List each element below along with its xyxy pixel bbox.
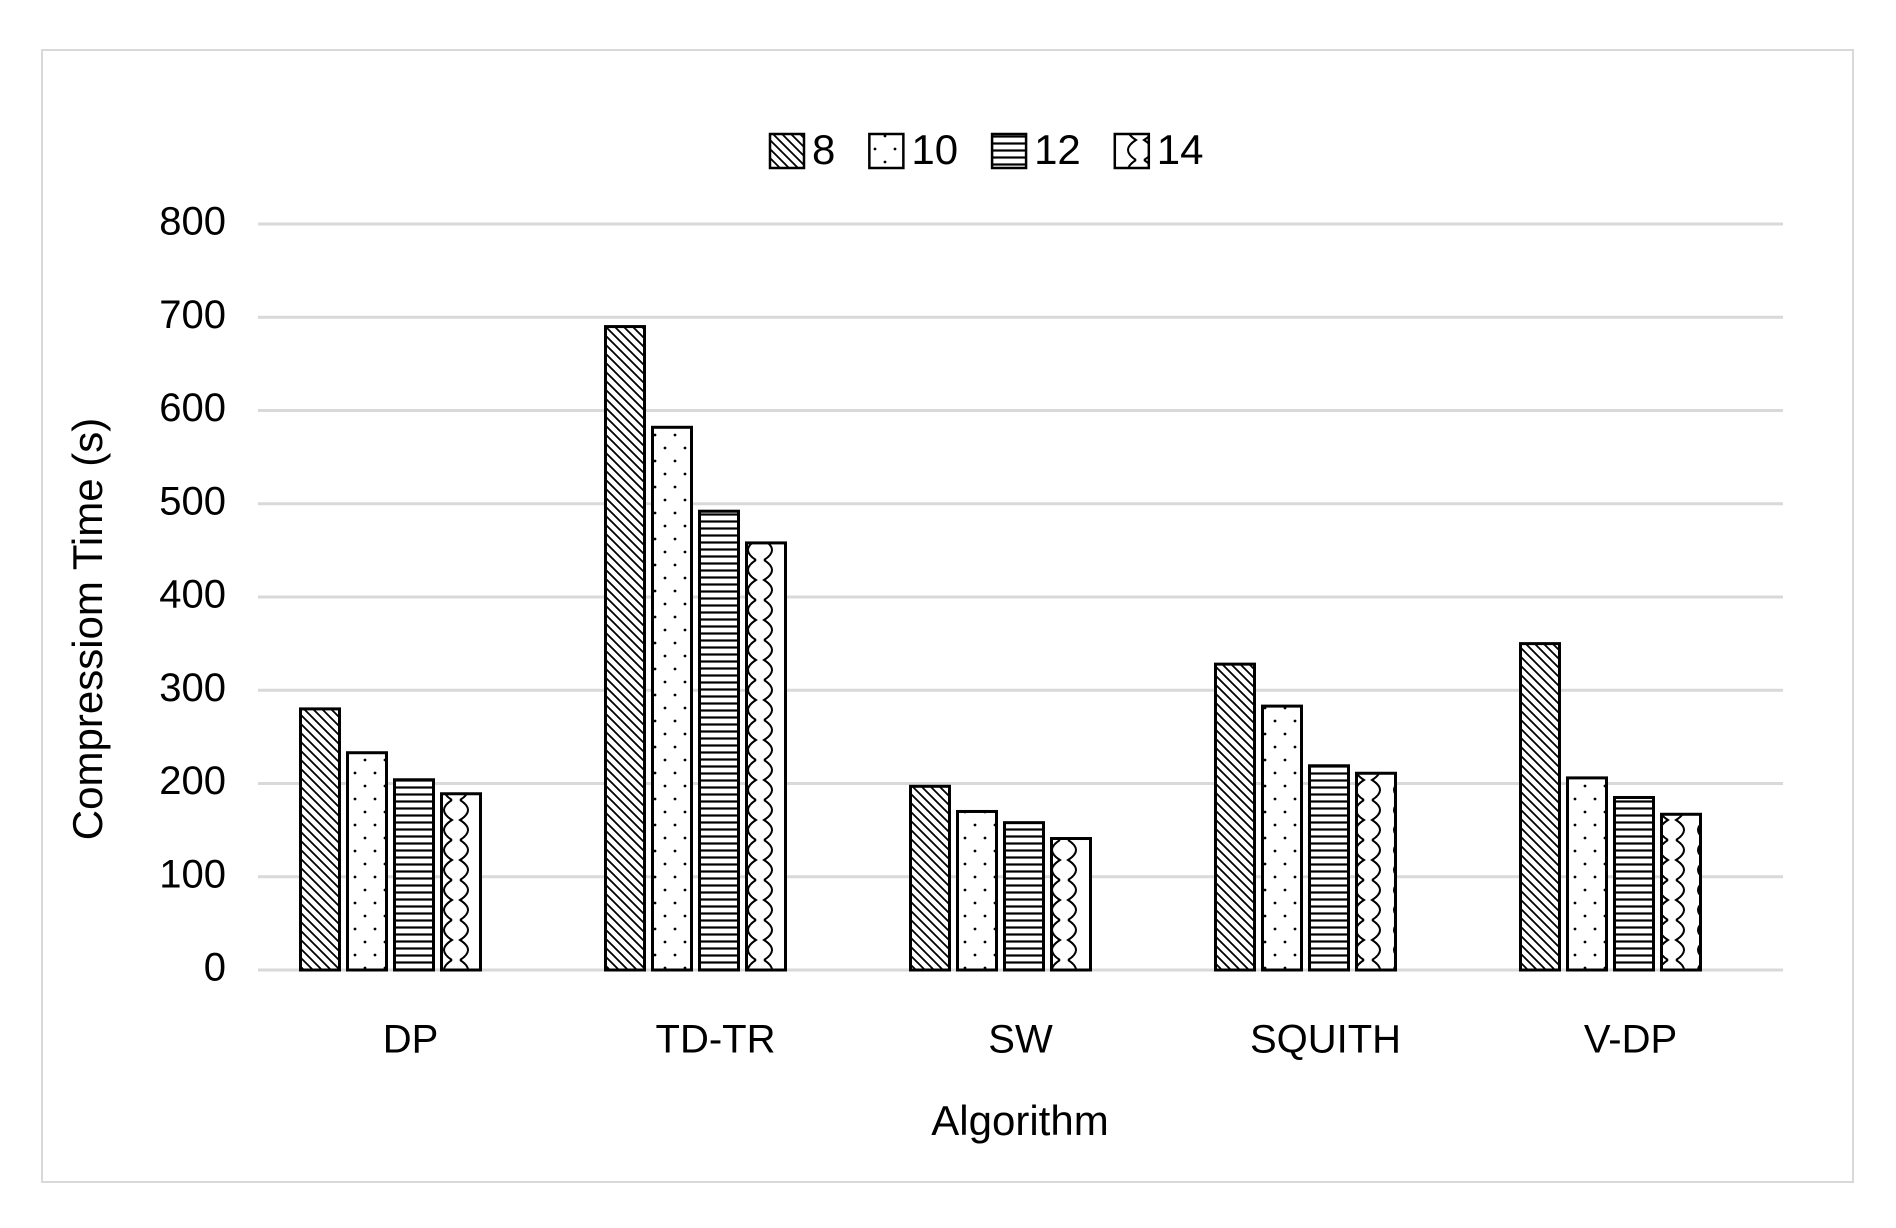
bar <box>346 751 388 972</box>
bar <box>651 425 693 972</box>
bar <box>909 784 951 972</box>
y-tick-label: 0 <box>204 946 226 990</box>
bar <box>1050 837 1092 972</box>
bar <box>1214 662 1256 972</box>
legend-swatch <box>768 132 806 170</box>
x-tick-label: SQUITH <box>1250 1018 1401 1062</box>
y-tick-label: 100 <box>159 852 226 896</box>
y-tick-label: 200 <box>159 759 226 803</box>
bar <box>1003 821 1045 972</box>
bar <box>745 541 787 972</box>
bar <box>299 707 341 972</box>
y-tick-label: 800 <box>159 200 226 244</box>
bar <box>604 325 646 972</box>
x-tick-label: DP <box>383 1018 439 1062</box>
legend-label: 8 <box>812 126 835 173</box>
bar <box>393 778 435 972</box>
x-tick-label: V-DP <box>1584 1018 1677 1062</box>
x-tick-label: SW <box>988 1018 1053 1062</box>
x-tick-label: TD-TR <box>656 1018 776 1062</box>
y-tick-label: 400 <box>159 573 226 617</box>
bar <box>1308 764 1350 972</box>
x-axis-title: Algorithm <box>931 1097 1108 1144</box>
y-tick-label: 300 <box>159 666 226 710</box>
bar <box>956 809 998 972</box>
legend-label: 14 <box>1157 126 1204 173</box>
bar <box>1261 704 1303 972</box>
bar <box>1355 771 1397 972</box>
legend-swatch <box>990 132 1028 170</box>
legend-swatch <box>1113 132 1151 170</box>
legend-label: 10 <box>911 126 958 173</box>
y-tick-label: 600 <box>159 386 226 430</box>
y-axis-title: Compressiom Time (s) <box>64 418 111 840</box>
bar <box>1660 812 1702 972</box>
bar <box>1613 795 1655 972</box>
legend-label: 12 <box>1034 126 1081 173</box>
bar <box>1566 776 1608 972</box>
bar <box>1519 642 1561 972</box>
y-tick-label: 700 <box>159 293 226 337</box>
frame <box>41 49 1854 1183</box>
bar <box>698 509 740 972</box>
legend-swatch <box>868 132 905 170</box>
bar <box>440 792 482 972</box>
y-tick-label: 500 <box>159 479 226 523</box>
